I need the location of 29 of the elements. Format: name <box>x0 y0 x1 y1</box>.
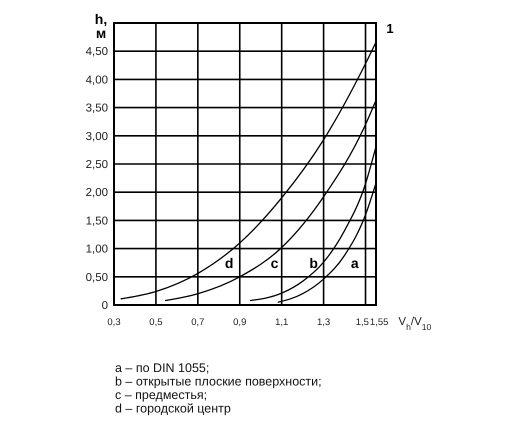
x-tick-label: 1,3 <box>316 317 330 328</box>
y-tick-label: 1,00 <box>86 244 108 256</box>
x-tick-label: 0,7 <box>191 317 204 328</box>
series-label: c <box>270 255 279 271</box>
y-tick-label: 0 <box>102 300 108 312</box>
x-tick-label: 1,55 <box>370 317 388 328</box>
y-tick-label: 2,50 <box>86 159 108 171</box>
series-label: b <box>309 255 318 271</box>
text: b – открытые плоские поверхности; <box>115 374 322 388</box>
y-tick-label: 4,50 <box>86 46 108 58</box>
text: c – предместья; <box>115 388 208 402</box>
y-tick-label: 4,00 <box>86 74 108 86</box>
y-tick-label: 3,50 <box>86 102 108 115</box>
x-tick-label: 1,1 <box>275 317 288 328</box>
series-label: a <box>350 255 359 271</box>
x-tick-label: 0,5 <box>149 317 163 328</box>
text: d – городской центр <box>115 402 231 416</box>
x-tick-label: 1,5 <box>356 317 369 328</box>
x-tick-label: 0,3 <box>107 317 121 328</box>
text: a – по DIN 1055; <box>115 361 210 375</box>
x-axis-title: V$_{h}$/V$_{10}$ <box>398 316 432 332</box>
text: 1 <box>386 21 394 36</box>
y-axis-title: h, м <box>94 11 108 41</box>
series-label: d <box>224 255 234 271</box>
y-tick-label: 0,50 <box>86 272 108 284</box>
x-tick-label: 0,9 <box>233 317 246 328</box>
y-tick-label: 3,00 <box>86 130 108 143</box>
y-tick-label: 1,50 <box>86 215 108 228</box>
y-tick-label: 2,00 <box>86 187 108 200</box>
